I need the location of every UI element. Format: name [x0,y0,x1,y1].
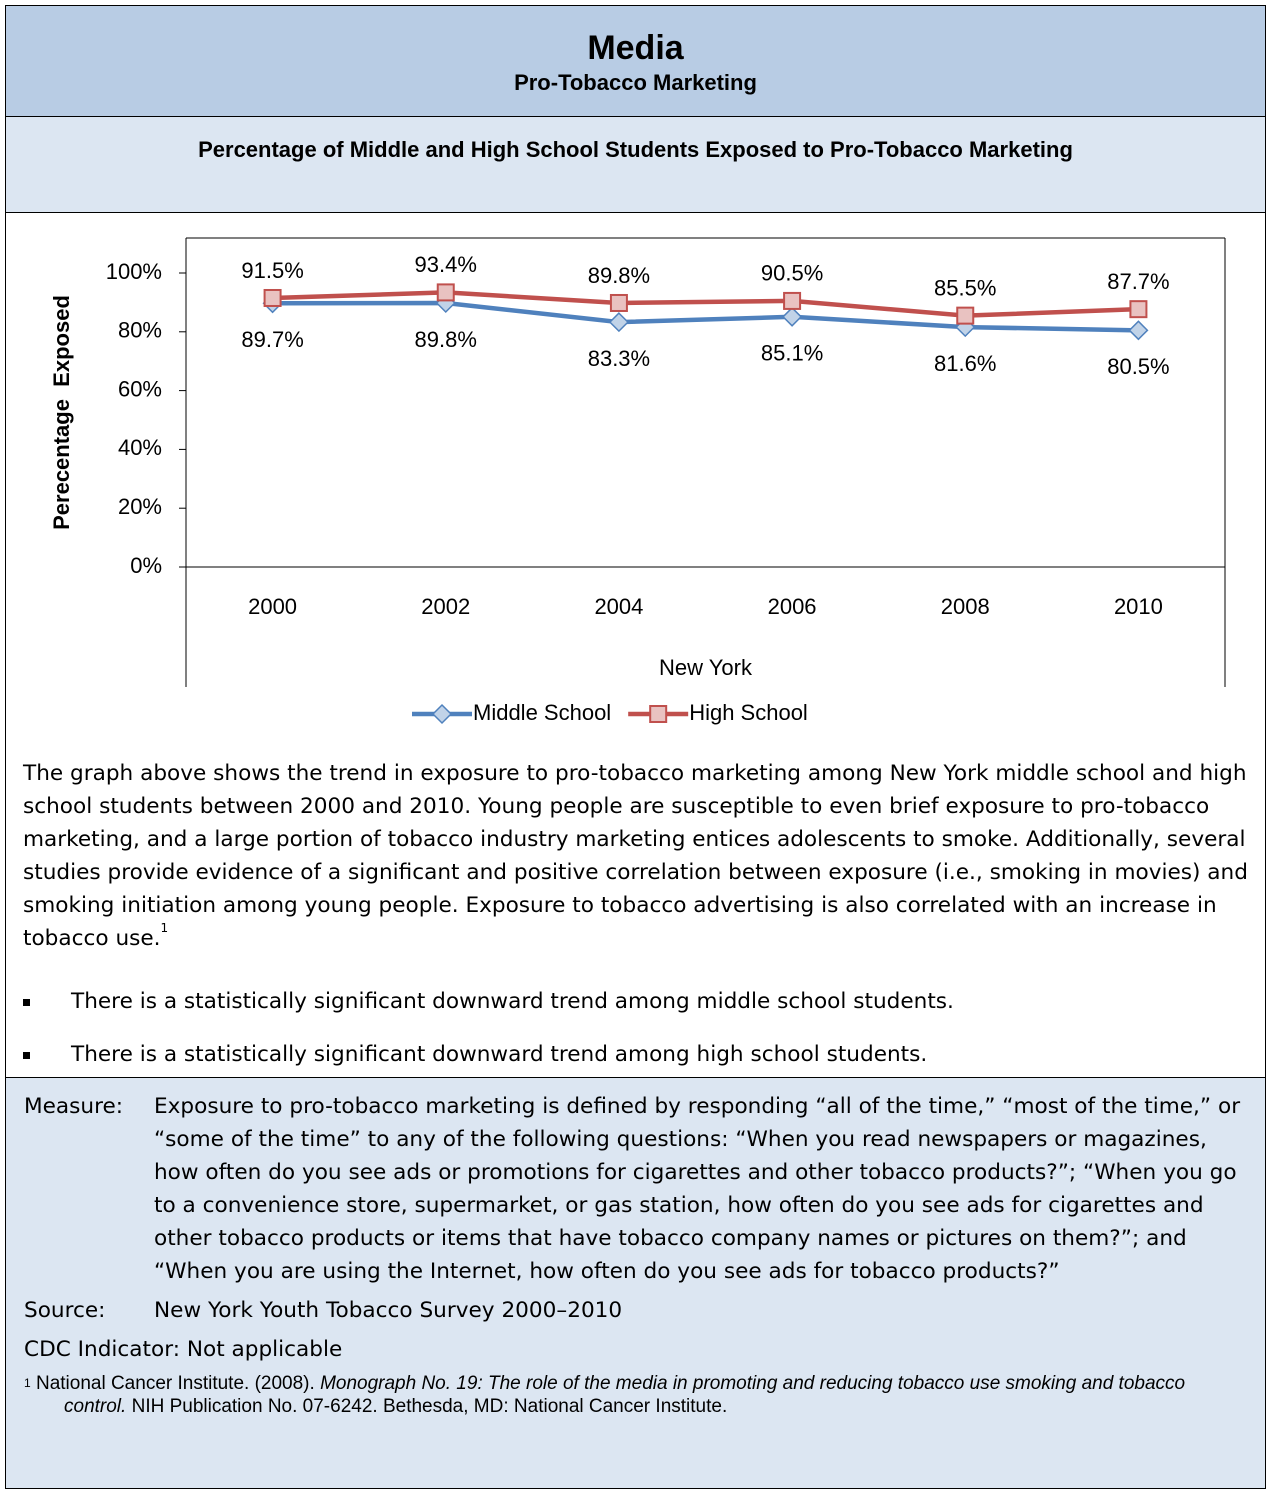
source-label: Source: [24,1298,106,1323]
data-label: 90.5% [761,261,823,286]
measure: Measure: Exposure to pro-tobacco marketin… [24,1090,1265,1288]
bullet-marker [23,999,30,1006]
measure-label: Measure: [24,1094,124,1119]
bullet-text: There is a statistically significant dow… [71,1042,928,1067]
y-tick-label: 100% [106,259,162,284]
marker [609,293,628,312]
marker [608,312,629,333]
legend-marker [431,703,453,725]
x-tick-label: 2000 [248,594,297,619]
measure-text: Exposure to pro-tobacco marketing is def… [154,1094,1241,1284]
data-label: 89.7% [241,327,303,352]
y-tick-label: 20% [118,494,162,519]
data-label: 85.1% [761,341,823,366]
marker [436,283,455,302]
series-line [272,290,1139,318]
legend-label: High School [689,700,808,725]
data-label: 85.5% [934,275,996,300]
cdc-text: Not applicable [186,1337,343,1362]
cdc: CDC Indicator: Not applicable [24,1333,1265,1366]
data-label: 87.7% [1107,269,1169,294]
source-text: New York Youth Tobacco Survey 2000–2010 [154,1298,623,1323]
footnote-title: Monograph No. 19: The role of the media … [64,1373,1186,1417]
data-label: 89.8% [415,327,477,352]
footnote: 1 National Cancer Institute. (2008). Mon… [24,1372,1265,1418]
paragraph: The graph above shows the trend in expos… [23,757,1251,955]
marker [1128,320,1149,341]
marker [782,306,803,327]
marker [1129,300,1148,319]
chart: 0% 20% 40% 60% 80% 100% 2000 2002 2004 2006 2008 20… [49,237,1226,725]
data-label: 83.3% [588,346,650,371]
title: Media [587,29,684,67]
footnote-marker: 1 [24,1376,31,1390]
data-label: 93.4% [415,252,477,277]
paragraph-text: The graph above shows the trend in expos… [23,761,1248,951]
footnote-text: National Cancer Institute. (2008). [35,1373,321,1394]
footnote-ref: 1 [160,921,169,935]
bullet: There is a statistically significant dow… [23,987,1251,1017]
chart-title: Percentage of Middle and High School Stu… [5,116,1266,213]
subtitle: Pro-Tobacco Marketing [514,70,757,95]
y-tick-label: 40% [118,435,162,460]
x-tick-label: 2006 [768,594,817,619]
series-line [272,300,1139,333]
data-label: 80.5% [1107,354,1169,379]
y-tick-label: 0% [130,553,162,578]
x-tick-label: 2010 [1114,594,1163,619]
notes: Measure: Exposure to pro-tobacco marketin… [5,1077,1266,1489]
data-label: 81.6% [934,351,996,376]
data-label: 91.5% [241,258,303,283]
y-tick-label: 80% [118,318,162,343]
marker [263,288,282,307]
marker [956,306,975,325]
cdc-label: CDC Indicator: [24,1337,180,1362]
x-tick-label: 2002 [421,594,470,619]
y-axis-label: Perecentage Exposed [49,295,74,530]
bullet-text: There is a statistically significant dow… [71,989,954,1014]
x-tick-label: 2004 [594,594,643,619]
y-tick-label: 60% [118,376,162,401]
footnote-text: NIH Publication No. 07-6242. Bethesda, M… [126,1396,728,1417]
data-label: 89.8% [588,263,650,288]
source: Source: New York Youth Tobacco Survey 200… [24,1294,1265,1327]
legend-label: Middle School [473,700,611,725]
bullet: There is a statistically significant dow… [23,1040,1251,1070]
marker [783,291,802,310]
legend-marker [649,705,668,723]
x-axis-label: New York [659,655,753,680]
x-tick-label: 2008 [941,594,990,619]
bullet-marker [23,1052,30,1059]
